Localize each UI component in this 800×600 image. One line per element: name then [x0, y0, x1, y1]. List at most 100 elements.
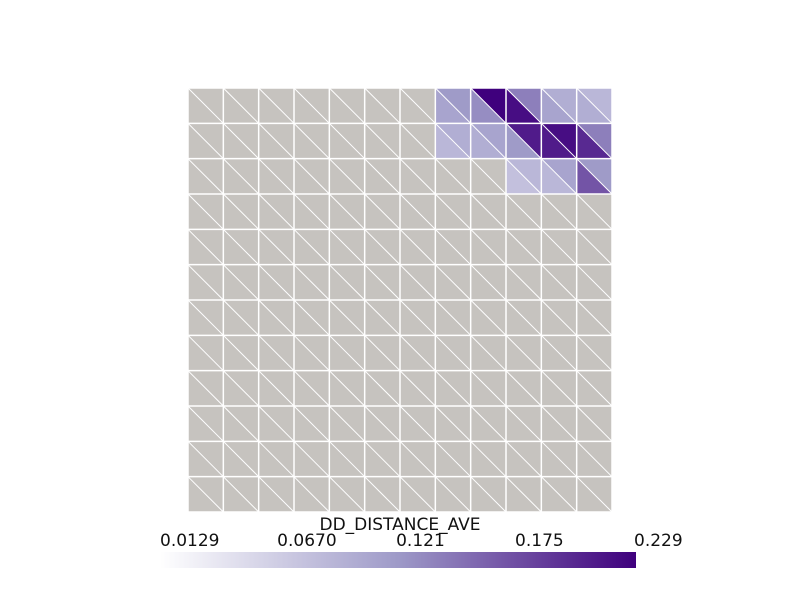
mesh-edge [434, 228, 472, 266]
mesh-edge [540, 370, 578, 407]
mesh-edge [434, 87, 472, 124]
mesh [187, 87, 613, 513]
mesh-edge [540, 193, 578, 230]
mesh-edge [222, 122, 260, 160]
mesh-edge [222, 370, 260, 407]
colorbar-tick-label: 0.175 [515, 531, 564, 551]
mesh-edge [293, 193, 330, 230]
mesh-edge [222, 405, 260, 442]
mesh-edge [505, 405, 542, 442]
mesh-edge [258, 370, 295, 407]
mesh-edge [434, 158, 472, 195]
mesh-edge [222, 334, 260, 372]
mesh-edge [258, 193, 295, 230]
mesh-edge [258, 87, 295, 124]
mesh-edge [222, 299, 260, 336]
mesh-edge [470, 334, 507, 372]
mesh-edge [399, 122, 436, 160]
mesh-edge [222, 264, 260, 301]
mesh-edge [293, 405, 330, 442]
mesh-edge [505, 370, 542, 407]
mesh-edge [328, 122, 366, 160]
mesh-edge [470, 87, 507, 124]
mesh-edge [434, 122, 472, 160]
mesh-edge [399, 334, 436, 372]
mesh-edge [364, 228, 401, 266]
mesh-edge [505, 193, 542, 230]
mesh-edge [470, 299, 507, 336]
mesh-edge [258, 405, 295, 442]
mesh-edge [434, 264, 472, 301]
mesh-edge [470, 122, 507, 160]
mesh-edge [540, 158, 578, 195]
mesh-edge [328, 370, 366, 407]
mesh-edge [576, 405, 613, 442]
mesh-edge [328, 87, 366, 124]
mesh-edge [187, 405, 224, 442]
colorbar [160, 552, 636, 568]
mesh-edge [505, 440, 542, 478]
mesh-edge [364, 193, 401, 230]
mesh-edge [576, 476, 613, 513]
mesh-edge [576, 370, 613, 407]
mesh-edge [222, 476, 260, 513]
mesh-edge [434, 440, 472, 478]
mesh-edge [399, 87, 436, 124]
mesh-edge [364, 405, 401, 442]
mesh-edge [576, 87, 613, 124]
mesh-edge [364, 122, 401, 160]
mesh-edge [399, 264, 436, 301]
colorbar-title: DD_DISTANCE_AVE [319, 515, 480, 535]
mesh-edge [187, 228, 224, 266]
mesh-edge [399, 405, 436, 442]
mesh-edge [187, 264, 224, 301]
mesh-edge [222, 87, 260, 124]
mesh-edge [505, 122, 542, 160]
mesh-edge [222, 440, 260, 478]
mesh-edge [505, 87, 542, 124]
mesh-edge [293, 440, 330, 478]
mesh-edge [399, 193, 436, 230]
mesh-edge [364, 299, 401, 336]
mesh-edge [364, 334, 401, 372]
mesh-edge [434, 476, 472, 513]
mesh-edge [328, 299, 366, 336]
mesh-edge [540, 87, 578, 124]
mesh-edge [364, 476, 401, 513]
mesh-edge [293, 476, 330, 513]
mesh-edge [293, 264, 330, 301]
mesh-edge [258, 334, 295, 372]
mesh-edge [293, 299, 330, 336]
mesh-edge [399, 476, 436, 513]
mesh-edge [399, 440, 436, 478]
mesh-edge [328, 228, 366, 266]
mesh-edge [222, 228, 260, 266]
mesh-edge [434, 334, 472, 372]
mesh-edge [187, 476, 224, 513]
mesh-edge [434, 370, 472, 407]
mesh-edge [187, 122, 224, 160]
mesh-edge [328, 334, 366, 372]
mesh-edge [328, 476, 366, 513]
mesh-edge [505, 476, 542, 513]
mesh-edge [576, 264, 613, 301]
mesh-edge [293, 334, 330, 372]
mesh-edge [258, 228, 295, 266]
mesh-edge [293, 228, 330, 266]
mesh-edge [540, 122, 578, 160]
mesh-edge [187, 158, 224, 195]
mesh-edge [187, 87, 224, 124]
mesh-edge [187, 334, 224, 372]
mesh-edge [470, 476, 507, 513]
mesh-edge [399, 228, 436, 266]
mesh-edge [576, 122, 613, 160]
mesh-edge [576, 228, 613, 266]
mesh-edge [505, 158, 542, 195]
mesh-edge [364, 370, 401, 407]
mesh-edge [328, 158, 366, 195]
mesh-edge [540, 476, 578, 513]
mesh-edge [434, 193, 472, 230]
mesh-edge [540, 440, 578, 478]
mesh-edge [293, 370, 330, 407]
